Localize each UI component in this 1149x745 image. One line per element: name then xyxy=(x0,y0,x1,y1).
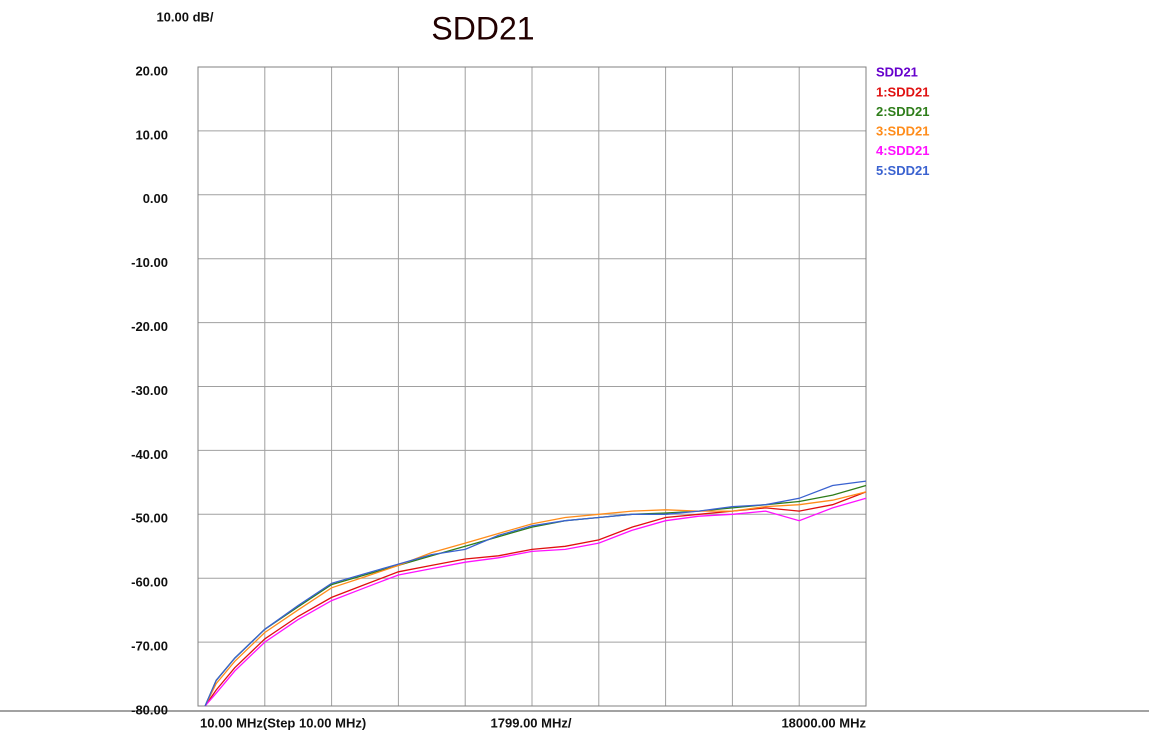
chart-title: SDD21 xyxy=(431,10,534,46)
y-tick-label: -30.00 xyxy=(131,383,168,398)
y-tick-label: -40.00 xyxy=(131,447,168,462)
plot-frame xyxy=(197,66,867,707)
trace xyxy=(204,497,867,707)
y-tick-label: 20.00 xyxy=(135,63,168,78)
y-tick-label: 10.00 xyxy=(135,127,168,142)
legend-entry: 1:SDD21 xyxy=(876,84,929,99)
y-tick-label: 0.00 xyxy=(143,191,168,206)
legend-entry: 4:SDD21 xyxy=(876,143,929,158)
x-scale-label: 1799.00 MHz/ xyxy=(491,715,572,730)
y-tick-label: -50.00 xyxy=(131,511,168,526)
legend-entry: 2:SDD21 xyxy=(876,104,929,119)
legend-title: SDD21 xyxy=(876,64,918,79)
y-scale-label: 10.00 dB/ xyxy=(156,9,213,24)
legend-entry: 5:SDD21 xyxy=(876,163,929,178)
y-tick-label: -10.00 xyxy=(131,255,168,270)
x-start-label: 10.00 MHz(Step 10.00 MHz) xyxy=(200,715,366,730)
trace xyxy=(204,480,867,707)
y-tick-label: -80.00 xyxy=(131,702,168,717)
y-tick-label: -60.00 xyxy=(131,575,168,590)
x-stop-label: 18000.00 MHz xyxy=(781,715,866,730)
trace xyxy=(204,491,867,707)
y-tick-label: -70.00 xyxy=(131,639,168,654)
y-tick-label: -20.00 xyxy=(131,319,168,334)
legend-entry: 3:SDD21 xyxy=(876,124,929,139)
